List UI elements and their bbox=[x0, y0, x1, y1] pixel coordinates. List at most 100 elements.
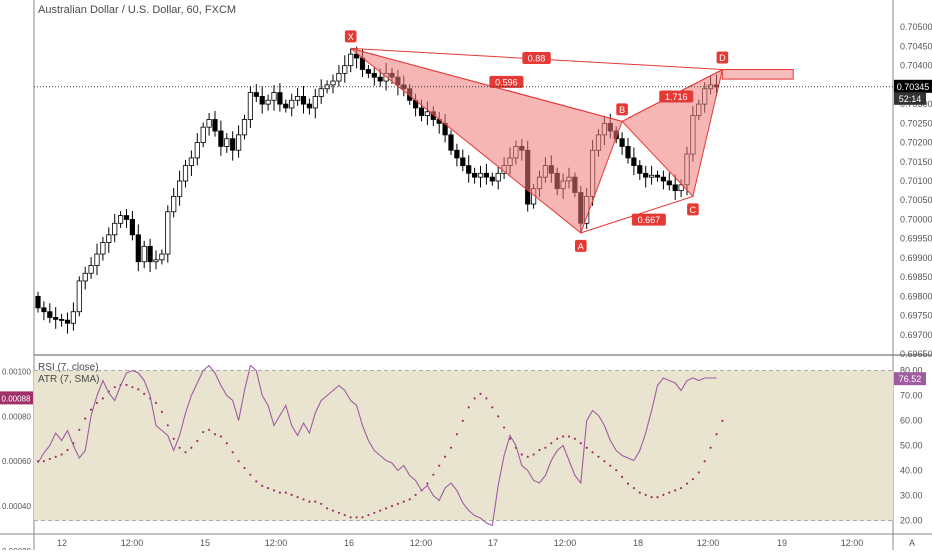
price-tick-label: 0.70450 bbox=[900, 41, 932, 51]
candle-body bbox=[466, 165, 472, 174]
atr-dot bbox=[467, 406, 470, 409]
atr-dot bbox=[408, 498, 411, 501]
atr-dot bbox=[131, 386, 134, 389]
atr-dot bbox=[491, 406, 494, 409]
candle-body bbox=[489, 176, 495, 182]
atr-dot bbox=[703, 460, 706, 463]
atr-dot bbox=[208, 428, 211, 431]
candle-body bbox=[271, 92, 277, 101]
candle-body bbox=[654, 174, 661, 178]
candle-body bbox=[477, 172, 484, 178]
candle-body bbox=[277, 92, 283, 105]
atr-dot bbox=[95, 401, 99, 404]
atr-dot bbox=[355, 516, 358, 519]
ratio-ac-bg bbox=[631, 213, 666, 226]
rsi-indicator-label: RSI (7, close) bbox=[38, 362, 99, 373]
candle-body bbox=[289, 99, 295, 109]
candle-body bbox=[230, 138, 236, 151]
candle-body bbox=[312, 96, 318, 109]
rsi-tick-label: 40.00 bbox=[900, 466, 923, 476]
atr-dot bbox=[567, 435, 571, 438]
atr-dot bbox=[597, 455, 600, 458]
candle-body bbox=[348, 53, 354, 67]
atr-dot bbox=[237, 460, 240, 463]
rsi-tick-label: 80.00 bbox=[900, 366, 923, 376]
atr-dot bbox=[697, 471, 700, 474]
atr-dot bbox=[585, 446, 588, 449]
rsi-tick-label: 70.00 bbox=[900, 391, 923, 401]
time-tick-label: 12:00 bbox=[841, 538, 864, 548]
atr-dot bbox=[66, 448, 69, 452]
candle-body bbox=[318, 88, 324, 97]
atr-dot bbox=[444, 455, 447, 458]
atr-dot bbox=[626, 482, 630, 485]
atr-dot bbox=[48, 457, 51, 461]
atr-dot bbox=[349, 516, 352, 519]
pattern-point-x: X bbox=[348, 32, 354, 42]
candle-body bbox=[336, 72, 342, 82]
price-tick-label: 0.70050 bbox=[900, 195, 932, 205]
atr-dot bbox=[615, 469, 618, 472]
candle-body bbox=[106, 234, 112, 243]
time-tick-label: 16 bbox=[344, 538, 354, 548]
atr-dot bbox=[432, 473, 435, 476]
time-tick-label: 12:00 bbox=[121, 538, 144, 548]
atr-dot bbox=[414, 493, 417, 496]
candle-body bbox=[353, 53, 360, 59]
atr-dot bbox=[367, 513, 370, 517]
atr-dot bbox=[331, 509, 335, 512]
ratio-ac: 0.667 bbox=[638, 215, 661, 225]
candle-body bbox=[324, 84, 330, 90]
price-tick-label: 0.69700 bbox=[900, 330, 932, 340]
atr-dot bbox=[503, 426, 506, 429]
countdown-value: 52:14 bbox=[899, 94, 922, 104]
atr-dot bbox=[644, 493, 647, 496]
pattern-point-d: D bbox=[719, 53, 726, 63]
atr-dot bbox=[591, 451, 594, 454]
atr-dot bbox=[172, 437, 175, 440]
atr-dot bbox=[284, 491, 287, 494]
candle-body bbox=[141, 245, 147, 263]
atr-dot bbox=[320, 502, 323, 505]
candle-body bbox=[41, 307, 47, 313]
atr-dot bbox=[249, 473, 252, 476]
atr-dot bbox=[196, 439, 199, 443]
candle-body bbox=[418, 107, 425, 117]
candle-body bbox=[100, 242, 106, 255]
candle-body bbox=[235, 134, 242, 151]
atr-tick-label: 0.00060 bbox=[2, 457, 31, 466]
price-tick-label: 0.69900 bbox=[900, 253, 932, 263]
candle-body bbox=[64, 319, 71, 324]
atr-dot bbox=[302, 498, 305, 501]
time-tick-label: 19 bbox=[777, 538, 787, 548]
atr-dot bbox=[668, 491, 671, 494]
atr-dot bbox=[538, 448, 541, 452]
candle-body bbox=[643, 172, 649, 178]
candle-body bbox=[306, 103, 313, 109]
atr-dot bbox=[225, 442, 228, 445]
candle-body bbox=[649, 174, 655, 178]
atr-dot bbox=[396, 502, 399, 505]
atr-dot bbox=[621, 475, 624, 479]
candle-body bbox=[660, 176, 667, 182]
atr-dot bbox=[314, 500, 317, 503]
candle-body bbox=[454, 149, 460, 159]
atr-current-value: 0.00088 bbox=[2, 394, 31, 403]
rsi-band bbox=[34, 370, 893, 521]
atr-dot bbox=[426, 482, 429, 485]
atr-dot bbox=[125, 383, 128, 387]
atr-dot bbox=[326, 507, 329, 510]
atr-dot bbox=[532, 453, 535, 456]
atr-dot bbox=[143, 392, 146, 395]
atr-dot bbox=[84, 417, 87, 420]
price-tick-label: 0.69650 bbox=[900, 349, 932, 359]
pattern-point-d-bg bbox=[716, 51, 729, 64]
atr-dot bbox=[113, 386, 116, 389]
chart-title: Australian Dollar / U.S. Dollar, 60, FXC… bbox=[38, 4, 237, 16]
candle-body bbox=[371, 72, 377, 78]
atr-dot bbox=[709, 446, 712, 449]
candle-body bbox=[672, 184, 678, 192]
rsi-value-badge bbox=[894, 372, 926, 386]
